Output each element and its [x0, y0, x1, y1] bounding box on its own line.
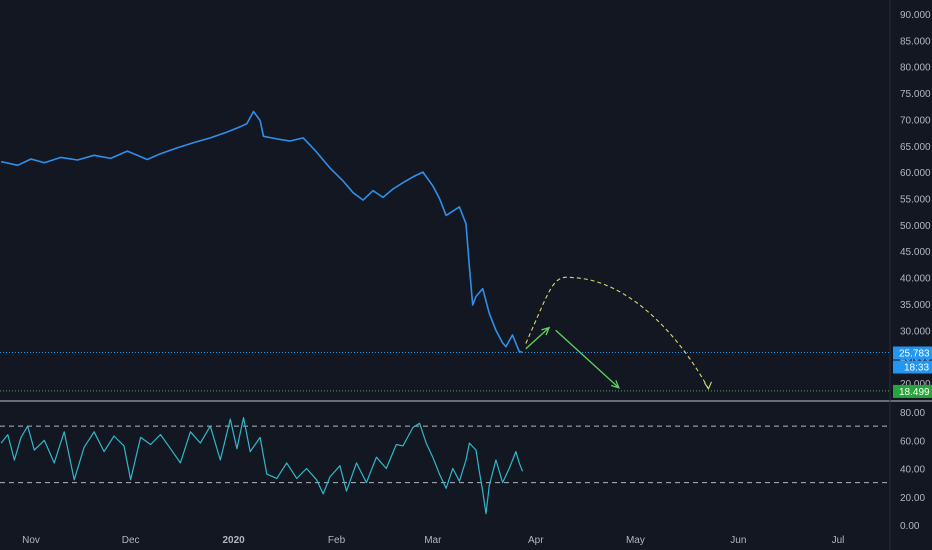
price-tick-label: 80.000: [900, 63, 931, 74]
countdown-badge: [893, 360, 932, 374]
support-badge[interactable]: [893, 384, 932, 398]
time-tick-label: May: [626, 535, 645, 546]
forecast-arc-head: [704, 381, 712, 390]
last-price-badge[interactable]: [893, 346, 932, 360]
time-tick-label: Nov: [22, 535, 40, 546]
price-tick-label: 20.000: [900, 379, 931, 390]
price-tick-label: 40.000: [900, 274, 931, 285]
price-series-line: [0, 110, 523, 354]
price-tick-label: 75.000: [900, 89, 931, 100]
time-tick-label: Jun: [730, 535, 746, 546]
time-tick-label: Jul: [832, 535, 845, 546]
forecast-arrow-head-1: [541, 326, 551, 336]
price-tick-label: 45.000: [900, 247, 931, 258]
time-tick-label: Feb: [328, 535, 346, 546]
forecast-arrow-1[interactable]: [525, 327, 550, 350]
price-tick-label: 60.000: [900, 168, 931, 179]
price-tick-label: 55.000: [900, 195, 931, 206]
price-tick-label: 85.000: [900, 36, 931, 47]
last-price-label: 25.783: [899, 349, 930, 360]
countdown-label: 18:33: [904, 363, 929, 374]
rsi-tick-label: 0.00: [900, 521, 920, 532]
price-tick-label: 90.000: [900, 10, 931, 21]
time-tick-label: Apr: [528, 535, 544, 546]
rsi-tick-label: 20.00: [900, 493, 925, 504]
forecast-arrow-head-2: [610, 380, 620, 389]
price-tick-label: 50.000: [900, 221, 931, 232]
time-tick-label: Dec: [122, 535, 140, 546]
rsi-tick-label: 60.00: [900, 436, 925, 447]
price-tick-label: 35.000: [900, 300, 931, 311]
rsi-tick-label: 80.00: [900, 408, 925, 419]
forecast-arrow-2[interactable]: [555, 329, 620, 389]
rsi-panel[interactable]: [0, 417, 890, 515]
rsi-series-line: [0, 417, 524, 515]
time-tick-label: Mar: [424, 535, 442, 546]
price-tick-label: 30.000: [900, 326, 931, 337]
time-axis[interactable]: Nov Dec 2020 Feb Mar Apr May Jun Jul: [22, 535, 844, 546]
time-tick-label: 2020: [222, 535, 245, 546]
forecast-arc[interactable]: [525, 276, 709, 390]
price-tick-label: 70.000: [900, 115, 931, 126]
rsi-tick-label: 40.00: [900, 465, 925, 476]
price-tick-label: 65.000: [900, 142, 931, 153]
price-panel[interactable]: [0, 110, 932, 402]
support-label: 18.499: [899, 387, 930, 398]
price-scale[interactable]: 20.00025.00030.00035.00040.00045.00050.0…: [889, 0, 932, 550]
